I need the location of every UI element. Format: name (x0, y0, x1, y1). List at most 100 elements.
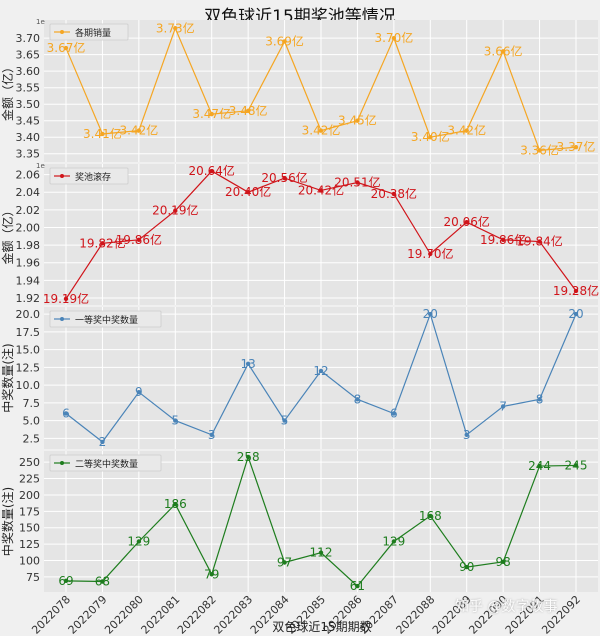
data-point (209, 572, 214, 577)
data-label: 7 (499, 399, 507, 413)
chart-panel-3: 2.5 5.0 7.5 10.0 12.5 15.0 17.5 20.0 中奖数量(注) 6 2 9 5… (0, 307, 598, 449)
data-label: 3.40亿 (411, 129, 450, 144)
data-label: 98 (496, 555, 511, 569)
x-axis-label: 双色球近15期期数 (272, 619, 371, 634)
data-label: 19.70亿 (407, 246, 453, 261)
data-point (464, 128, 469, 133)
data-label: 68 (95, 575, 110, 589)
legend-box (49, 454, 162, 472)
data-label: 129 (382, 535, 405, 549)
data-label: 19.28亿 (553, 283, 599, 298)
data-label: 3.42亿 (119, 123, 158, 138)
y-tick-label: 15.0 (16, 344, 41, 357)
data-label: 13 (241, 357, 256, 371)
data-point (136, 237, 142, 242)
data-point (100, 241, 105, 246)
y-tick-label: 3.35 (16, 148, 41, 161)
data-point (318, 550, 324, 555)
data-label: 3.48亿 (229, 103, 268, 118)
data-point (391, 35, 397, 41)
legend: 二等奖中奖数量 (49, 454, 162, 472)
y-axis-label: 金额（亿） (0, 61, 15, 121)
data-label: 186 (164, 497, 187, 511)
y-tick-label: 10.0 (16, 379, 41, 392)
data-point (282, 39, 287, 44)
data-label: 9 (135, 385, 143, 399)
data-point (173, 418, 178, 423)
y-tick-label: 1.92 (16, 292, 41, 305)
y-tick-label: 17.5 (16, 326, 41, 339)
data-label: 3.45亿 (338, 113, 377, 128)
data-label: 3.70亿 (374, 30, 413, 45)
data-point (355, 583, 360, 589)
data-point (100, 439, 105, 445)
y-tick-label: 2.02 (16, 204, 41, 217)
y-tick-label: 1.94 (16, 274, 41, 287)
legend: 奖池滚存 (49, 167, 129, 185)
data-label: 6 (390, 407, 398, 421)
data-point (537, 463, 542, 469)
y-tick-label: 3.60 (16, 65, 41, 78)
data-label: 5 (171, 414, 179, 428)
legend-label: 一等奖中奖数量 (75, 314, 138, 326)
data-label: 3.66亿 (484, 43, 523, 58)
y-axis-label: 金额（亿） (0, 204, 15, 264)
data-point (136, 539, 142, 544)
y-tick-label: 75 (26, 571, 40, 584)
y-tick-label: 100 (19, 555, 40, 568)
data-point (100, 131, 105, 137)
y-tick-label: 125 (19, 538, 40, 551)
data-point (573, 463, 579, 468)
y-axis-label: 中奖数量(注) (0, 487, 15, 556)
data-point (136, 390, 142, 395)
y-tick-label: 3.55 (16, 82, 41, 95)
data-label: 3.73亿 (156, 20, 195, 35)
data-point (63, 578, 69, 584)
y-tick-label: 1.96 (16, 257, 41, 270)
data-point (537, 397, 542, 402)
y-tick-label: 2.00 (16, 221, 41, 234)
data-label: 19.84亿 (516, 234, 562, 249)
data-label: 90 (459, 560, 474, 574)
data-point (355, 397, 360, 402)
y-tick-label: 2.04 (16, 186, 41, 199)
y-tick-label: 7.5 (23, 397, 41, 410)
data-label: 258 (237, 450, 260, 464)
y-tick-label: 150 (19, 522, 40, 535)
y-tick-label: 1.98 (16, 239, 41, 252)
chart-panel-1: 3.35 3.40 3.45 3.50 3.55 3.60 3.65 3.70 金额（亿） 1e 3… (0, 18, 598, 162)
data-point (428, 251, 433, 257)
data-point (428, 135, 433, 140)
data-label: 3 (208, 428, 216, 442)
panels: 3.35 3.40 3.45 3.50 3.55 3.60 3.65 3.70 金额（亿） 1e 3… (0, 18, 599, 593)
data-label: 97 (277, 555, 292, 569)
data-label: 20.51亿 (334, 175, 380, 190)
data-label: 19.86亿 (480, 232, 526, 247)
data-label: 19.86亿 (116, 232, 162, 247)
axis-multiplier: 1e (36, 18, 45, 26)
data-label: 61 (350, 579, 365, 593)
data-point (573, 144, 579, 150)
y-tick-label: 12.5 (16, 361, 41, 374)
data-point (318, 368, 324, 374)
legend-box (49, 23, 129, 41)
data-label: 3 (463, 428, 471, 442)
data-label: 79 (204, 567, 219, 581)
data-label: 3.42亿 (302, 123, 341, 138)
data-label: 19.82亿 (79, 235, 125, 250)
data-point (63, 411, 69, 416)
chart-panel-4: 75 100 125 150 175 200 225 250 中奖数量(注) 69 68 129 186… (0, 450, 598, 593)
legend-marker (60, 317, 64, 321)
data-label: 8 (536, 392, 544, 406)
legend: 各期销量 (49, 23, 129, 41)
axis-multiplier: 1e (36, 162, 45, 170)
data-point (464, 219, 469, 225)
watermark: 知乎 @数字故事 (455, 599, 558, 615)
legend-marker (60, 174, 64, 178)
data-point (464, 432, 469, 437)
data-point (173, 208, 178, 213)
y-tick-label: 3.50 (16, 98, 41, 111)
data-point (100, 579, 105, 584)
data-point (428, 513, 433, 519)
